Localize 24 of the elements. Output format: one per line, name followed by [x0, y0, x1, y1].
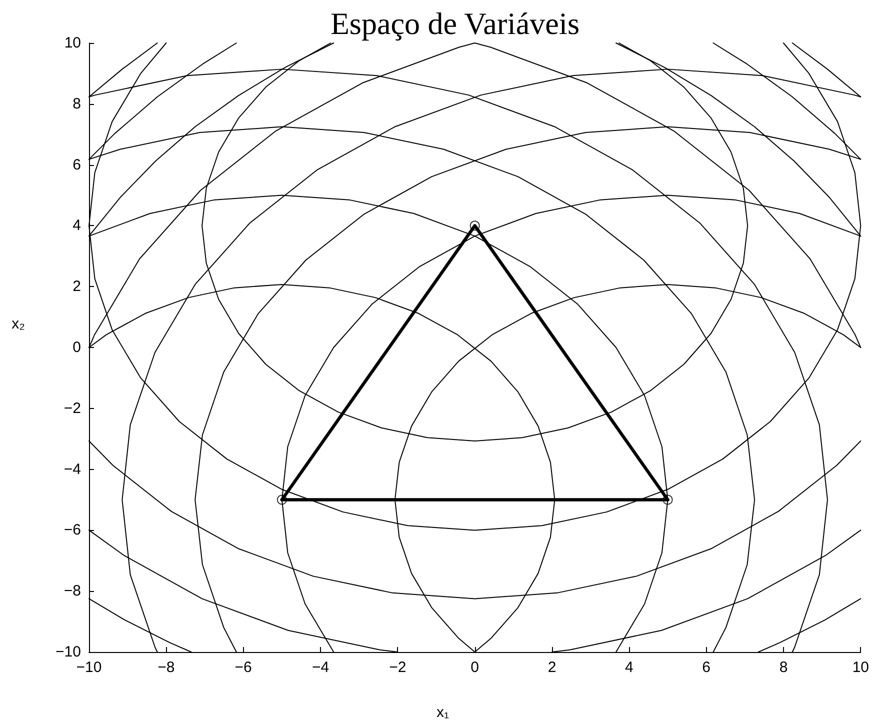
x-tick-label: −6: [234, 659, 252, 676]
x-tick-label: −4: [312, 659, 330, 676]
y-axis-title: x₂: [12, 316, 26, 332]
x-tick-label: 6: [702, 659, 710, 676]
x-tick-label: 2: [548, 659, 556, 676]
y-tick-label: 4: [72, 217, 81, 234]
x-tick-label: 4: [624, 659, 634, 676]
y-tick-label: 6: [72, 156, 81, 174]
y-tick-label: −10: [56, 644, 81, 660]
x-axis-title: x₁: [436, 704, 450, 721]
x-tick-label: 8: [779, 659, 788, 676]
y-tick-label: 0: [72, 339, 81, 356]
y-tick-label: 10: [64, 34, 81, 52]
x-tick-label: −8: [158, 659, 175, 676]
x-tick-label: −2: [389, 659, 406, 676]
y-tick-label: −6: [64, 522, 81, 539]
y-tick-label: −8: [64, 582, 81, 600]
x-tick-label: 10: [852, 659, 869, 676]
x-tick-label: 0: [470, 659, 479, 676]
y-tick-label: −2: [64, 400, 81, 417]
y-tick-label: 8: [72, 95, 81, 112]
y-tick-label: 2: [72, 278, 81, 296]
y-tick-label: −4: [64, 460, 81, 478]
chart-title: Espaço de Variáveis: [330, 6, 580, 41]
